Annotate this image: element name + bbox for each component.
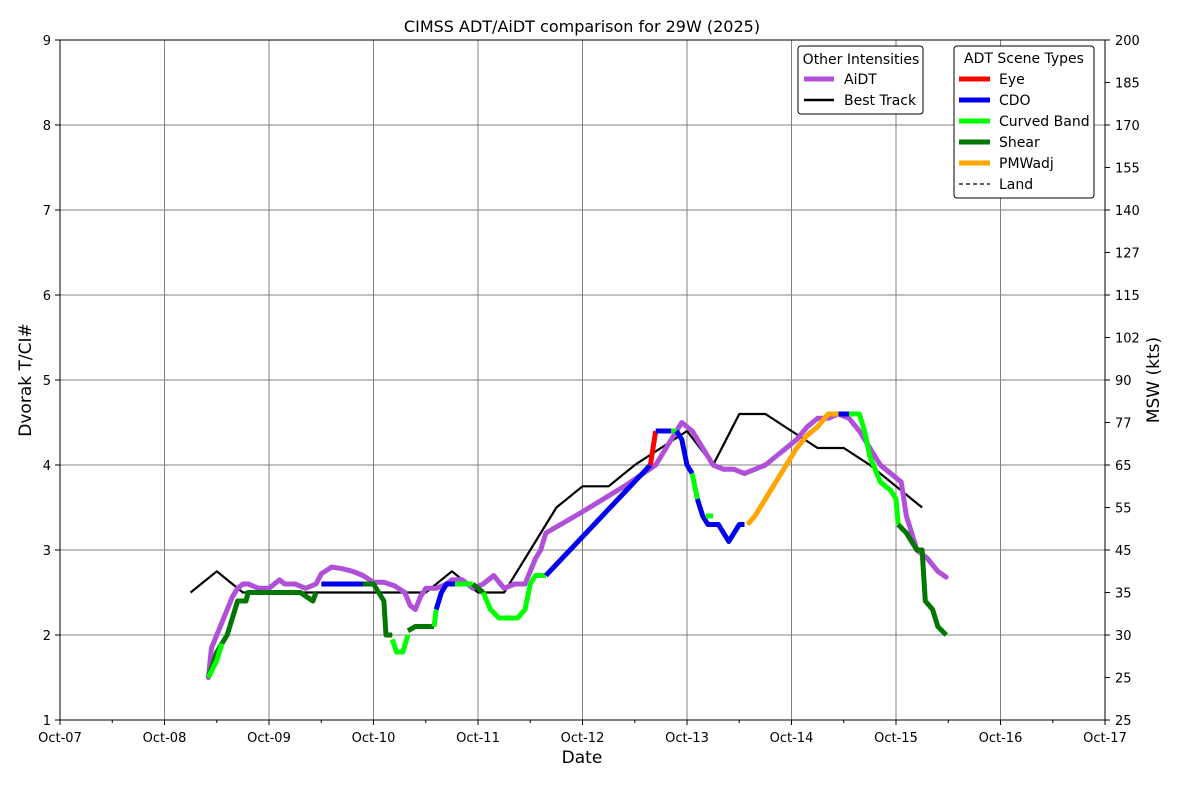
y-right-tick-label: 55 [1115,502,1132,517]
x-tick-label: Oct-07 [38,731,82,746]
y-right-tick-label: 155 [1115,162,1140,177]
x-tick-label: Oct-14 [770,731,814,746]
y-right-tick-label: 45 [1115,544,1132,559]
y-right-tick-label: 65 [1115,459,1132,474]
legend-label-aidt: AiDT [844,72,877,88]
adt-segment-curved-band [689,473,700,500]
y-right-tick-label: 35 [1115,587,1132,602]
y-tick-label: 2 [43,629,51,644]
y-tick-label: 9 [43,34,51,49]
y-axis-right-label: MSW (kts) [1144,337,1164,423]
y-axis-label: Dvorak T/CI# [16,323,36,436]
legend-label-pmwadj: PMWadj [999,156,1054,172]
legend-label-shear: Shear [999,135,1040,151]
y-right-tick-label: 25 [1115,672,1132,687]
x-tick-label: Oct-08 [143,731,187,746]
y-right-tick-label: 185 [1115,77,1140,92]
y-tick-label: 7 [43,204,51,219]
adt-segment-cdo [674,429,695,475]
adt-segment-shear [206,590,319,679]
adt-segment-shear [471,582,485,595]
legend-label-best-track: Best Track [844,93,917,109]
y-tick-label: 5 [43,374,51,389]
legend-scenes: ADT Scene Types Eye CDO Curved Band Shea… [953,45,1095,199]
y-right-tick-label: 170 [1115,119,1140,134]
series-aidt-line [205,411,949,680]
legend-label-land: Land [999,177,1033,193]
adt-segment-curved-band [206,642,225,679]
adt-segment-cdo [433,581,455,611]
adt-segment-curved-band [849,411,901,525]
y-tick-label: 8 [43,119,51,134]
adt-segment-shear [363,581,393,638]
y-right-tick-label: 102 [1115,332,1140,347]
adt-segment-pmwadj [745,411,839,527]
x-tick-label: Oct-13 [665,731,709,746]
x-tick-label: Oct-12 [561,731,605,746]
y-tick-label: 6 [43,289,51,304]
legend-label-eye: Eye [999,72,1025,88]
adt-segment-cdo [544,463,653,578]
x-tick-label: Oct-11 [456,731,500,746]
y-right-tick-label: 30 [1115,629,1132,644]
x-tick-label: Oct-17 [1083,731,1127,746]
y-right-tick-label: 77 [1115,417,1132,432]
legend-intensities: Other Intensities AiDT Best Track [797,45,924,115]
axes: Oct-07 Oct-08 Oct-09 Oct-10 Oct-11 Oct-12 Oct-… [38,34,1140,746]
y-right-tick-label: 115 [1115,289,1140,304]
legend-intensities-title: Other Intensities [803,52,920,68]
y-tick-label: 4 [43,459,51,474]
adt-segment-cdo [695,498,745,544]
x-axis-label: Date [562,748,603,768]
y-right-tick-label: 140 [1115,204,1140,219]
y-tick-label: 3 [43,544,51,559]
legend-intensities-box [797,45,924,115]
adt-segment-eye [647,430,659,466]
x-tick-label: Oct-09 [247,731,291,746]
adt-segment-curved-band [389,634,411,655]
adt-segment-curved-band [480,573,546,621]
y-tick-label: 1 [43,714,51,729]
adt-segment-shear [896,522,948,637]
legend-label-cdo: CDO [999,93,1031,109]
y-right-tick-label: 90 [1115,374,1132,389]
y-right-tick-label: 25 [1115,714,1132,729]
y-right-tick-label: 200 [1115,34,1140,49]
chart-title: CIMSS ADT/AiDT comparison for 29W (2025) [404,17,760,36]
x-tick-label: Oct-16 [979,731,1023,746]
y-right-tick-label: 127 [1115,247,1140,262]
series-layer [189,411,949,680]
legend-scenes-box [953,45,1095,199]
adt-segment-curved-band [431,609,439,627]
legend-label-curved-band: Curved Band [999,114,1090,130]
legend-scenes-title: ADT Scene Types [964,51,1084,67]
x-tick-label: Oct-10 [352,731,396,746]
x-tick-label: Oct-15 [874,731,918,746]
adt-segment-shear [406,624,435,633]
